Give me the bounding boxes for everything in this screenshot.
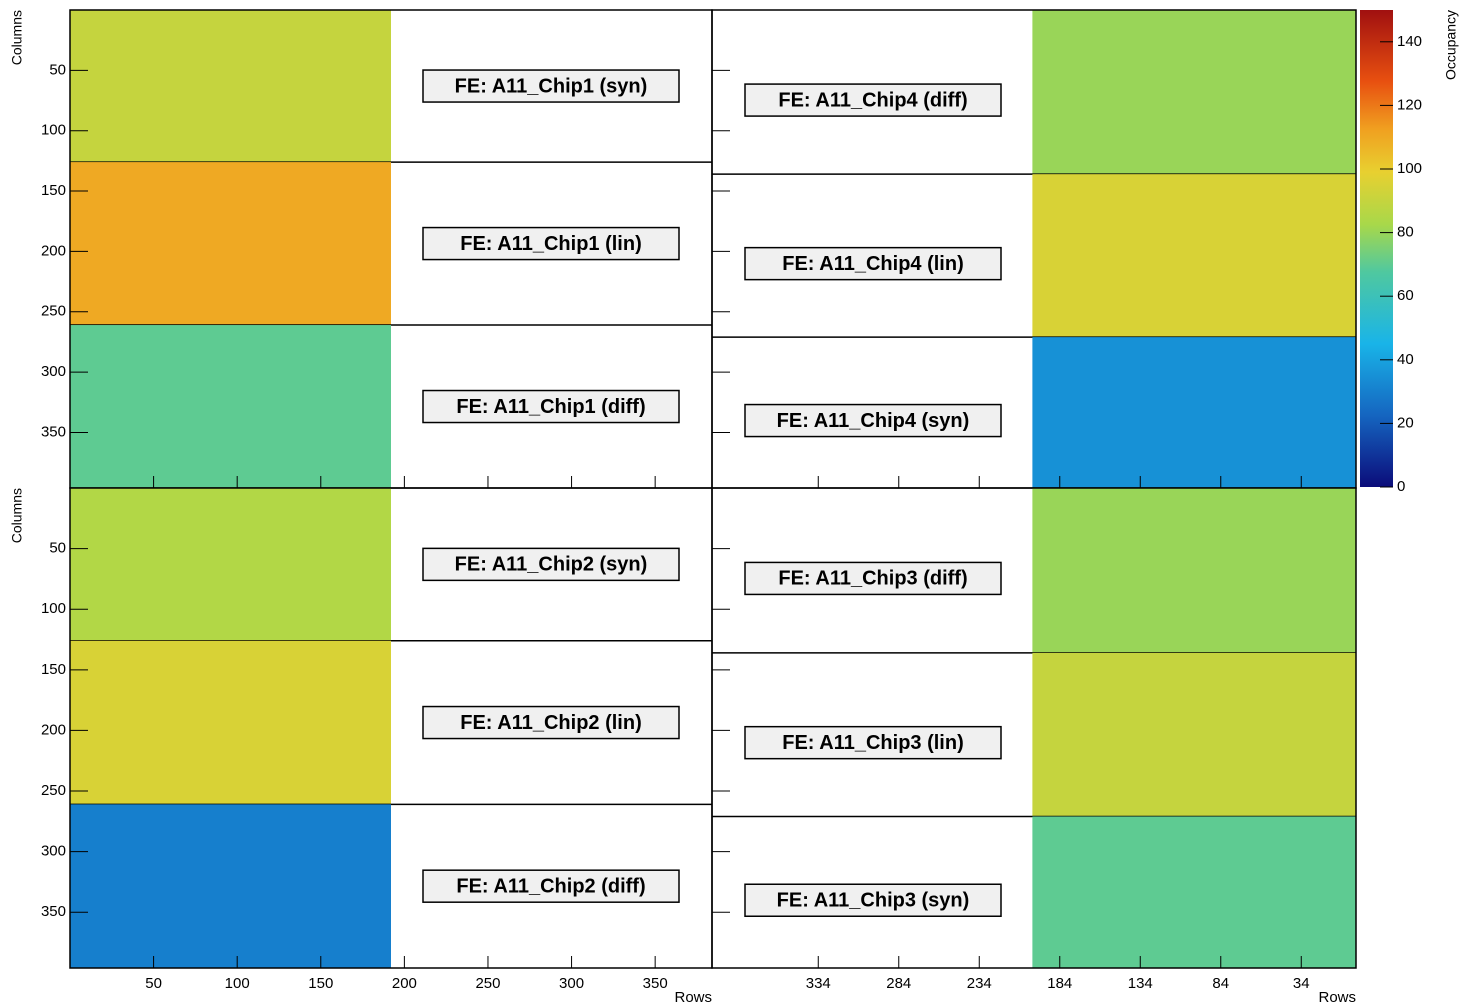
panel-label: FE: A11_Chip3 (lin) xyxy=(782,732,964,754)
label-box xyxy=(422,69,680,103)
colorbar-tick-label: 40 xyxy=(1397,351,1414,368)
label-box xyxy=(422,869,680,903)
panel-label: FE: A11_Chip4 (syn) xyxy=(777,410,970,432)
x-tick-label: 334 xyxy=(806,975,831,992)
panel-label: FE: A11_Chip2 (lin) xyxy=(460,712,642,734)
heatmap-cell xyxy=(70,804,391,968)
x-tick-label: 84 xyxy=(1212,975,1229,992)
colorbar-tick-label: 120 xyxy=(1397,96,1422,113)
x-axis-label: Rows xyxy=(1318,989,1356,1006)
y-tick-label: 50 xyxy=(49,540,66,557)
panel-label: FE: A11_Chip3 (diff) xyxy=(778,568,967,590)
y-tick-label: 50 xyxy=(49,61,66,78)
x-tick-label: 150 xyxy=(308,975,333,992)
label-box xyxy=(744,883,1002,917)
x-tick-label: 184 xyxy=(1047,975,1072,992)
x-tick-label: 350 xyxy=(643,975,668,992)
y-tick-label: 300 xyxy=(41,363,66,380)
panel-label: FE: A11_Chip4 (lin) xyxy=(782,253,964,275)
label-box xyxy=(744,561,1002,596)
heatmap-cell xyxy=(1032,652,1356,817)
label-box xyxy=(422,226,680,261)
heatmap-cell xyxy=(1032,174,1356,338)
colorbar-tick-label: 60 xyxy=(1397,287,1414,304)
y-tick-label: 250 xyxy=(41,782,66,799)
y-tick-label: 100 xyxy=(41,122,66,139)
colorbar-tick-label: 80 xyxy=(1397,224,1414,241)
x-axis-label: Rows xyxy=(674,989,712,1006)
x-tick-label: 200 xyxy=(392,975,417,992)
y-tick-label: 250 xyxy=(41,303,66,320)
heatmap-cell xyxy=(1032,10,1356,175)
y-tick-label: 200 xyxy=(41,242,66,259)
label-box xyxy=(744,246,1002,281)
colorbar-tick-label: 20 xyxy=(1397,414,1414,431)
y-tick-label: 350 xyxy=(41,423,66,440)
x-tick-label: 100 xyxy=(225,975,250,992)
heatmap-cell xyxy=(70,162,391,326)
x-tick-label: 34 xyxy=(1293,975,1310,992)
label-box xyxy=(744,83,1002,117)
panel-label: FE: A11_Chip2 (diff) xyxy=(456,875,645,897)
label-box xyxy=(422,705,680,740)
label-box xyxy=(422,389,680,424)
colorbar-label: Occupancy xyxy=(1443,10,1459,80)
y-axis-label: Columns xyxy=(9,488,25,543)
x-tick-label: 284 xyxy=(886,975,911,992)
heatmap-cell xyxy=(1032,816,1356,968)
heatmap-cell xyxy=(1032,488,1356,653)
y-tick-label: 300 xyxy=(41,843,66,860)
label-box xyxy=(744,403,1002,438)
panel-label: FE: A11_Chip4 (diff) xyxy=(778,89,967,111)
x-tick-label: 300 xyxy=(559,975,584,992)
panel-label: FE: A11_Chip3 (syn) xyxy=(777,890,970,912)
y-tick-label: 200 xyxy=(41,721,66,738)
panel-label: FE: A11_Chip1 (syn) xyxy=(455,75,648,97)
heatmap-cell xyxy=(70,10,391,163)
panel-label: FE: A11_Chip1 (lin) xyxy=(460,233,642,255)
y-tick-label: 100 xyxy=(41,600,66,617)
colorbar-tick-label: 0 xyxy=(1397,478,1405,495)
panel-label: FE: A11_Chip1 (diff) xyxy=(456,396,645,418)
heatmap-cell xyxy=(70,325,391,488)
x-tick-label: 134 xyxy=(1128,975,1153,992)
x-tick-label: 234 xyxy=(967,975,992,992)
y-tick-label: 350 xyxy=(41,903,66,920)
y-axis-label: Columns xyxy=(9,10,25,65)
frame xyxy=(711,487,1357,969)
panel-label: FE: A11_Chip2 (syn) xyxy=(455,554,648,576)
y-tick-label: 150 xyxy=(41,182,66,199)
x-tick-label: 50 xyxy=(145,975,162,992)
label-box xyxy=(422,547,680,582)
label-box xyxy=(744,725,1002,760)
heatmap-cell xyxy=(1032,337,1356,488)
colorbar-tick-label: 140 xyxy=(1397,33,1422,50)
y-tick-label: 150 xyxy=(41,661,66,678)
heatmap-cell xyxy=(70,488,391,641)
x-tick-label: 250 xyxy=(475,975,500,992)
colorbar xyxy=(1360,10,1393,487)
heatmap-cell xyxy=(70,640,391,805)
colorbar-tick-label: 100 xyxy=(1397,160,1422,177)
